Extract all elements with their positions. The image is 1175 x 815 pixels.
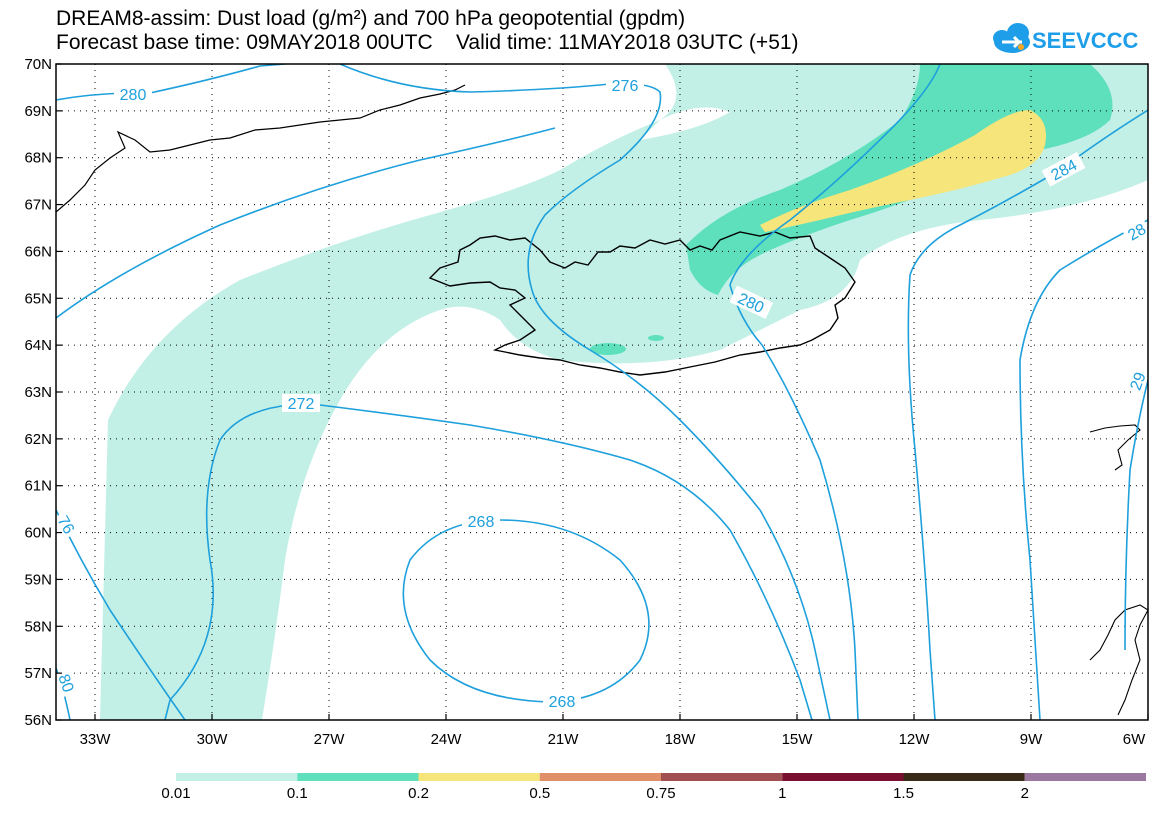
iceland-coastline xyxy=(428,231,856,376)
contour-labels: 280 276 284 280 272 268 268 28 xyxy=(53,76,1150,711)
lon-label: 18W xyxy=(665,731,697,748)
lat-label: 59N xyxy=(24,571,52,588)
lat-label: 68N xyxy=(24,150,52,167)
colorbar-label: 0.01 xyxy=(161,785,190,802)
lon-label: 33W xyxy=(80,731,112,748)
lon-label: 12W xyxy=(899,731,931,748)
base-time: Forecast base time: 09MAY2018 00UTC xyxy=(56,31,433,54)
colorbar-swatch xyxy=(418,773,540,781)
latitude-labels: 70N 69N 68N 67N 66N 65N 64N 63N 62N 61N 60N 59N 58N 5… xyxy=(24,56,52,729)
valid-time: Valid time: 11MAY2018 03UTC (+51) xyxy=(455,31,799,54)
colorbar-swatch xyxy=(1024,773,1146,781)
contour-label: 268 xyxy=(468,514,495,531)
lat-label: 57N xyxy=(24,665,52,682)
lat-label: 63N xyxy=(24,384,52,401)
lat-label: 67N xyxy=(24,197,52,214)
lat-label: 60N xyxy=(24,525,52,542)
lon-label: 21W xyxy=(548,731,580,748)
colorbar-label: 1.5 xyxy=(893,785,914,802)
forecast-times: Forecast base time: 09MAY2018 00UTC Vali… xyxy=(56,32,799,54)
colorbar-label: 0.2 xyxy=(408,785,429,802)
logo-text: SEEVCCC xyxy=(1032,28,1138,53)
contour-272 xyxy=(164,404,813,720)
contour-280-south xyxy=(56,127,556,319)
contour-label: 28 xyxy=(1125,221,1149,245)
contour-276-west xyxy=(56,509,186,720)
colorbar-swatch xyxy=(176,773,298,781)
colorbar-swatch xyxy=(539,773,661,781)
contour-276 xyxy=(339,64,831,720)
contour-288 xyxy=(1019,219,1148,720)
greenland-coastline xyxy=(56,84,466,213)
lat-label: 62N xyxy=(24,431,52,448)
dust-layer-001 xyxy=(100,64,1148,720)
lat-label: 65N xyxy=(24,290,52,307)
lat-label: 69N xyxy=(24,103,52,120)
colorbar-swatch xyxy=(297,773,419,781)
colorbar: 0.01 0.1 0.2 0.5 0.75 1 1.5 2 xyxy=(161,773,1146,802)
lat-label: 56N xyxy=(24,712,52,729)
lat-label: 61N xyxy=(24,478,52,495)
lon-label: 9W xyxy=(1020,731,1043,748)
seevccc-logo: SEEVCCC xyxy=(993,23,1138,53)
lon-label: 24W xyxy=(431,731,463,748)
map-title: DREAM8-assim: Dust load (g/m²) and 700 h… xyxy=(56,7,686,30)
lat-label: 66N xyxy=(24,243,52,260)
longitude-labels: 33W 30W 27W 24W 21W 18W 15W 12W 9W 6W xyxy=(80,731,1147,748)
colorbar-swatch xyxy=(903,773,1025,781)
colorbar-label: 1 xyxy=(778,785,786,802)
lat-label: 64N xyxy=(24,337,52,354)
contour-label: 280 xyxy=(120,87,147,104)
map-canvas: 280 276 284 280 272 268 268 28 xyxy=(24,56,1150,748)
contour-280-east xyxy=(729,64,941,720)
colorbar-swatch xyxy=(782,773,904,781)
lon-label: 30W xyxy=(197,731,229,748)
lon-label: 15W xyxy=(782,731,814,748)
contour-label: 272 xyxy=(288,396,315,413)
colorbar-swatch xyxy=(661,773,783,781)
contour-label: 80 xyxy=(54,672,76,695)
colorbar-label: 0.1 xyxy=(287,785,308,802)
dust-layer-02 xyxy=(760,110,1046,232)
contour-268 xyxy=(402,519,650,703)
contour-label: 76 xyxy=(53,513,77,537)
contour-label: 276 xyxy=(612,78,639,95)
contour-label: 268 xyxy=(549,694,576,711)
lon-label: 6W xyxy=(1123,731,1146,748)
colorbar-label: 0.5 xyxy=(529,785,550,802)
contour-label: 29 xyxy=(1128,370,1150,393)
contour-280-north xyxy=(56,64,286,101)
colorbar-label: 0.75 xyxy=(646,785,675,802)
lat-label: 70N xyxy=(24,56,52,73)
cloud-icon xyxy=(993,23,1030,53)
colorbar-label: 2 xyxy=(1021,785,1029,802)
lat-label: 58N xyxy=(24,618,52,635)
contour-292 xyxy=(1124,379,1148,651)
lon-label: 27W xyxy=(314,731,346,748)
